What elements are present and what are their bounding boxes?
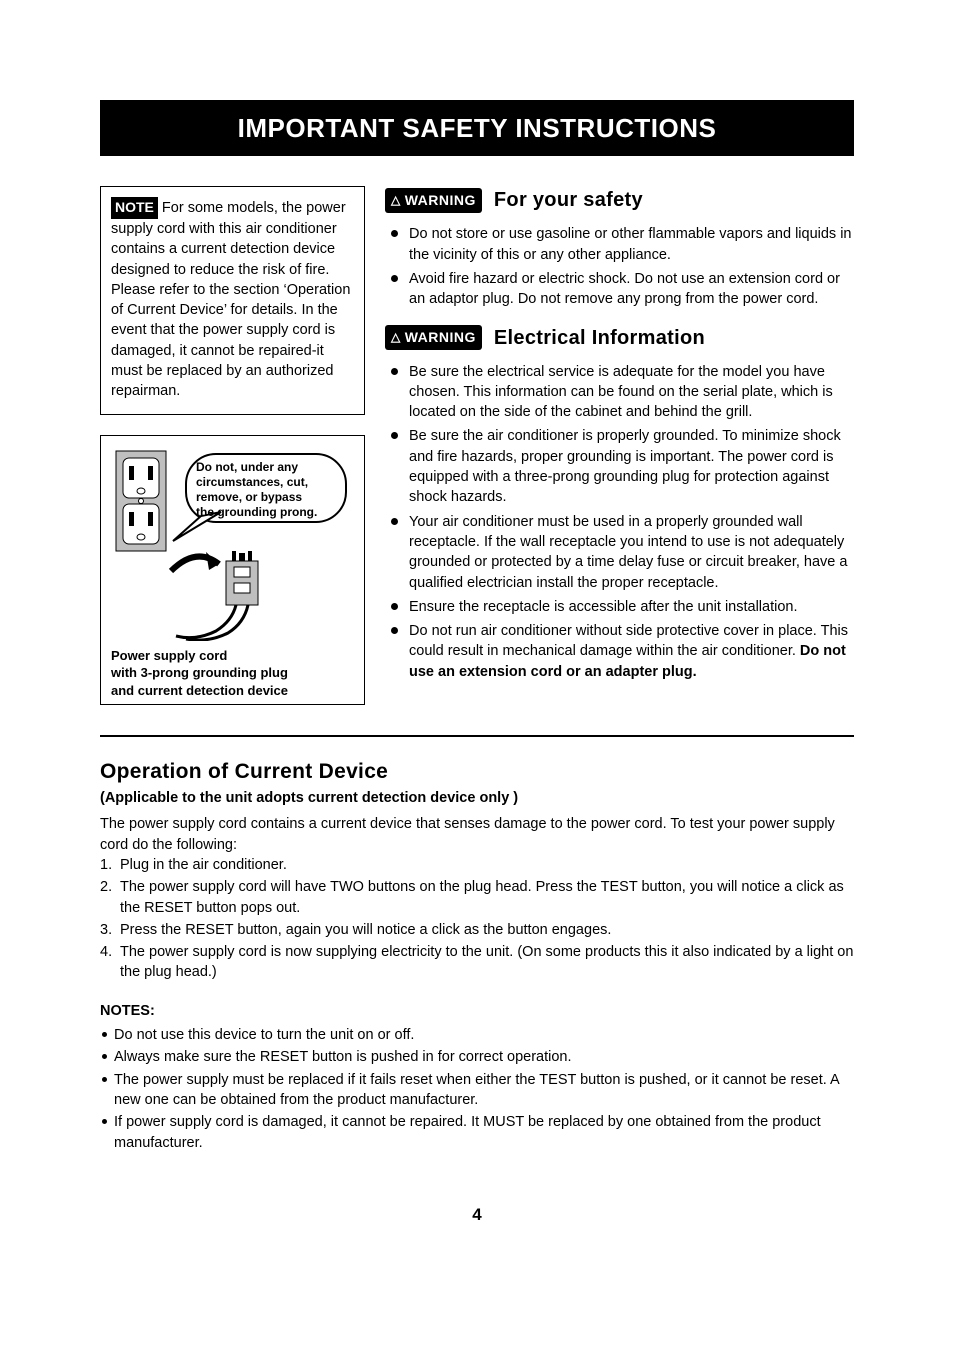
note-box: NOTE For some models, the power supply c…: [100, 186, 365, 414]
warning-triangle-icon: △: [391, 192, 401, 209]
operation-step: The power supply cord will have TWO butt…: [100, 877, 854, 918]
page-title-bar: IMPORTANT SAFETY INSTRUCTIONS: [100, 100, 854, 156]
warning-triangle-icon: △: [391, 329, 401, 346]
electrical-item: Be sure the air conditioner is properly …: [389, 426, 854, 507]
caption-line-2: and current detection device: [111, 683, 288, 698]
bubble-line-1: circumstances, cut,: [196, 475, 308, 489]
electrical-warning-row: △ WARNING Electrical Information: [385, 324, 854, 352]
note-text: For some models, the power supply cord w…: [111, 200, 350, 399]
page-number: 4: [100, 1203, 854, 1227]
safety-list: Do not store or use gasoline or other fl…: [385, 224, 854, 309]
operation-section: Operation of Current Device (Applicable …: [100, 757, 854, 1153]
electrical-heading: Electrical Information: [494, 324, 705, 352]
top-section: NOTE For some models, the power supply c…: [100, 186, 854, 704]
operation-step: Press the RESET button, again you will n…: [100, 920, 854, 940]
note-item: The power supply must be replaced if it …: [100, 1070, 854, 1111]
warning-badge: △ WARNING: [385, 188, 482, 214]
safety-heading: For your safety: [494, 186, 643, 214]
operation-intro: The power supply cord contains a current…: [100, 814, 854, 855]
electrical-last-plain: Do not run air conditioner without side …: [409, 623, 848, 659]
diagram-caption: Power supply cord with 3-prong grounding…: [111, 647, 354, 700]
plug-diagram-svg: Do not, under any circumstances, cut, re…: [111, 446, 351, 641]
notes-list: Do not use this device to turn the unit …: [100, 1025, 854, 1153]
bubble-line-0: Do not, under any: [196, 460, 298, 474]
bubble-line-3: the grounding prong.: [196, 505, 317, 519]
note-item: If power supply cord is damaged, it cann…: [100, 1112, 854, 1153]
note-item: Do not use this device to turn the unit …: [100, 1025, 854, 1045]
warning-label: WARNING: [405, 191, 476, 211]
electrical-list: Be sure the electrical service is adequa…: [385, 362, 854, 682]
operation-step: The power supply cord is now supplying e…: [100, 942, 854, 983]
note-label: NOTE: [111, 197, 158, 219]
electrical-item: Do not run air conditioner without side …: [389, 621, 854, 682]
operation-subheading: (Applicable to the unit adopts current d…: [100, 788, 854, 808]
safety-warning-row: △ WARNING For your safety: [385, 186, 854, 214]
electrical-item: Ensure the receptacle is accessible afte…: [389, 597, 854, 617]
bubble-line-2: remove, or bypass: [196, 490, 302, 504]
note-item: Always make sure the RESET button is pus…: [100, 1047, 854, 1067]
safety-item: Do not store or use gasoline or other fl…: [389, 224, 854, 265]
caption-line-1: with 3-prong grounding plug: [111, 665, 288, 680]
warning-label: WARNING: [405, 328, 476, 348]
operation-step: Plug in the air conditioner.: [100, 855, 854, 875]
electrical-item: Be sure the electrical service is adequa…: [389, 362, 854, 423]
caption-line-0: Power supply cord: [111, 648, 227, 663]
left-column: NOTE For some models, the power supply c…: [100, 186, 365, 704]
notes-label: NOTES:: [100, 1001, 854, 1021]
safety-item: Avoid fire hazard or electric shock. Do …: [389, 269, 854, 310]
section-divider: [100, 735, 854, 737]
operation-steps: Plug in the air conditioner. The power s…: [100, 855, 854, 983]
page-title: IMPORTANT SAFETY INSTRUCTIONS: [238, 113, 717, 143]
right-column: △ WARNING For your safety Do not store o…: [385, 186, 854, 704]
warning-badge: △ WARNING: [385, 325, 482, 351]
electrical-item: Your air conditioner must be used in a p…: [389, 512, 854, 593]
operation-heading: Operation of Current Device: [100, 757, 854, 786]
plug-diagram-box: Do not, under any circumstances, cut, re…: [100, 435, 365, 705]
